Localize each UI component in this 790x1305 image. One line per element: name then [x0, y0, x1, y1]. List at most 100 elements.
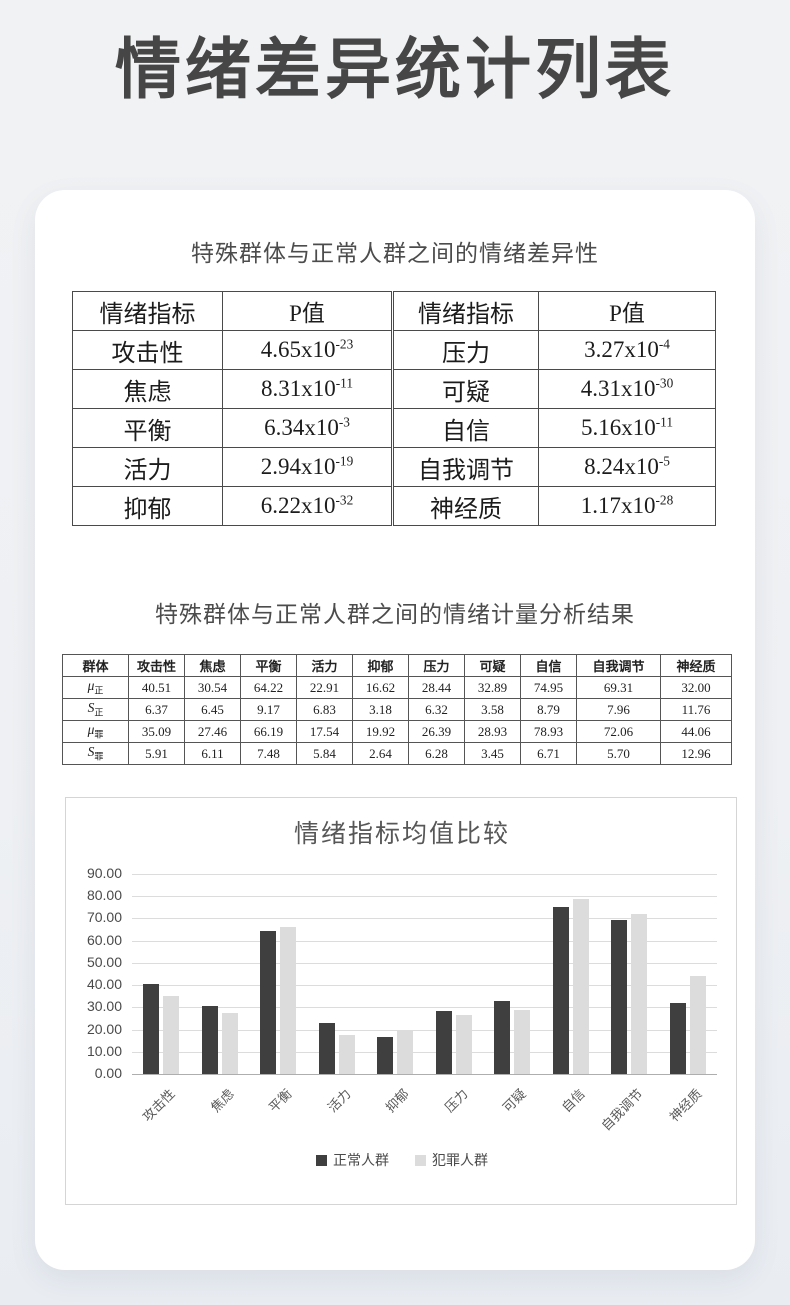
pvalue-cell: 4.65x10-23: [222, 330, 393, 370]
stats-value-cell: 6.83: [296, 698, 353, 721]
pvalue-cell: 8.24x10-5: [538, 447, 716, 487]
y-axis-tick-label: 50.00: [86, 953, 122, 970]
stats-value-cell: 35.09: [128, 720, 185, 743]
stats-value-cell: 26.39: [408, 720, 465, 743]
stats-value-cell: 7.48: [240, 742, 297, 765]
stats-value-cell: 12.96: [660, 742, 732, 765]
stats-value-cell: 6.37: [128, 698, 185, 721]
indicator-cell: 攻击性: [72, 330, 223, 370]
stats-row: S正 6.37 6.45 9.17 6.83 3.18 6.32 3.58 8.79 7.96 11…: [62, 698, 732, 721]
bar-normal-group: [318, 1023, 335, 1074]
stats-value-cell: 3.45: [464, 742, 521, 765]
y-gridline: [132, 896, 717, 898]
stats-table: 群体 攻击性 焦虑 平衡 活力 抑郁 压力 可疑 自信 自我调节 神经质 μ正 40.51 30.54 64…: [62, 654, 732, 765]
stats-value-cell: 6.11: [184, 742, 241, 765]
bar-crime-group: [455, 1015, 472, 1074]
legend-label: 犯罪人群: [432, 1152, 488, 1168]
indicator-cell: 自信: [391, 408, 539, 448]
stats-value-cell: 9.17: [240, 698, 297, 721]
y-gridline: [132, 940, 717, 942]
bar-crime-group: [338, 1035, 355, 1074]
bar-normal-group: [435, 1010, 452, 1074]
y-axis-tick-label: 0.00: [94, 1065, 122, 1081]
stats-value-cell: 69.31: [576, 676, 661, 699]
bar-normal-group: [552, 907, 569, 1074]
content-card: 特殊群体与正常人群之间的情绪差异性 情绪指标 P值 情绪指标 P值 攻击性 4.65x10…: [35, 190, 755, 1270]
stats-value-cell: 8.79: [520, 698, 577, 721]
bar-normal-group: [143, 983, 160, 1074]
section1-heading: 特殊群体与正常人群之间的情绪差异性: [191, 240, 599, 266]
group-symbol: S: [87, 700, 95, 716]
group-symbol: μ: [87, 722, 95, 738]
stats-row: μ罪 35.09 27.46 66.19 17.54 19.92 26.39 28.93 78.…: [62, 720, 732, 743]
pvalue-cell: 6.34x10-3: [222, 408, 393, 448]
y-gridline: [132, 1051, 717, 1053]
stats-value-cell: 6.28: [408, 742, 465, 765]
stats-col-header: 群体: [62, 654, 129, 677]
page-title: 情绪差异统计列表: [115, 32, 675, 106]
y-axis-tick-label: 20.00: [86, 1020, 122, 1037]
stats-col-header: 神经质: [660, 654, 732, 677]
indicator-cell: 抑郁: [72, 486, 223, 526]
stats-value-cell: 5.84: [296, 742, 353, 765]
section2-heading: 特殊群体与正常人群之间的情绪计量分析结果: [155, 601, 635, 627]
stats-value-cell: 3.58: [464, 698, 521, 721]
bar-normal-group: [669, 1002, 686, 1074]
chart-title: 情绪指标均值比较: [293, 820, 510, 848]
bar-crime-group: [572, 898, 589, 1074]
pvalue-exponent: -30: [655, 375, 674, 391]
bar-crime-group: [163, 996, 180, 1074]
y-gridline: [132, 1029, 717, 1031]
stats-value-cell: 19.92: [352, 720, 409, 743]
pvalue-cell: 6.22x10-32: [222, 486, 393, 526]
stats-row: μ正 40.51 30.54 64.22 22.91 16.62 28.44 32.89 74.…: [62, 676, 732, 699]
y-gridline: [132, 918, 717, 920]
legend-item: 正常人群: [316, 1150, 389, 1170]
stats-value-cell: 27.46: [184, 720, 241, 743]
pvalue-row: 焦虑 8.31x10-11 可疑 4.31x10-30: [72, 369, 716, 409]
y-axis-tick-label: 90.00: [86, 865, 122, 881]
stats-row: S罪 5.91 6.11 7.48 5.84 2.64 6.28 3.45 6.71 5.70 12…: [62, 742, 732, 765]
legend-swatch: [415, 1154, 426, 1166]
stats-value-cell: 16.62: [352, 676, 409, 699]
pvalue-exponent: -11: [335, 375, 354, 391]
stats-value-cell: 7.96: [576, 698, 661, 721]
bar-normal-group: [494, 1000, 511, 1074]
stats-value-cell: 32.89: [464, 676, 521, 699]
pvalue-row: 平衡 6.34x10-3 自信 5.16x10-11: [72, 408, 716, 448]
y-axis-tick-label: 80.00: [86, 887, 122, 904]
pvalue-cell: 8.31x10-11: [222, 369, 393, 409]
y-axis-tick-label: 30.00: [86, 998, 122, 1015]
y-gridline: [132, 874, 717, 875]
stats-col-header: 可疑: [464, 654, 521, 677]
indicator-cell: 焦虑: [72, 369, 223, 409]
pvalue-row: 抑郁 6.22x10-32 神经质 1.17x10-28: [72, 486, 716, 526]
bar-normal-group: [377, 1037, 394, 1074]
stats-col-header: 自我调节: [576, 654, 661, 677]
stats-value-cell: 66.19: [240, 720, 297, 743]
legend-label: 正常人群: [333, 1152, 389, 1168]
pvalue-cell: 1.17x10-28: [538, 486, 716, 526]
pvalue-exponent: -3: [338, 414, 350, 430]
bar-crime-group: [514, 1009, 531, 1074]
pvalue-exponent: -4: [658, 336, 670, 352]
stats-table-body: 群体 攻击性 焦虑 平衡 活力 抑郁 压力 可疑 自信 自我调节 神经质 μ正 40.51 30.54 64…: [62, 654, 732, 765]
y-axis-tick-label: 70.00: [86, 909, 122, 926]
y-gridline: [132, 1007, 717, 1009]
stats-value-cell: 5.91: [128, 742, 185, 765]
group-label-cell: μ罪: [62, 720, 129, 743]
bar-crime-group: [631, 913, 648, 1074]
stats-col-header: 抑郁: [352, 654, 409, 677]
stats-col-header: 压力: [408, 654, 465, 677]
pvalue-exponent: -5: [658, 453, 670, 469]
stats-col-header: 平衡: [240, 654, 297, 677]
y-gridline: [132, 962, 717, 964]
pvalue-cell: 4.31x10-30: [538, 369, 716, 409]
pvalue-exponent: -19: [335, 453, 354, 469]
stats-value-cell: 3.18: [352, 698, 409, 721]
bar-crime-group: [397, 1029, 414, 1074]
stats-col-header: 焦虑: [184, 654, 241, 677]
stats-value-cell: 22.91: [296, 676, 353, 699]
indicator-cell: 可疑: [391, 369, 539, 409]
group-subscript: 罪: [94, 729, 104, 740]
